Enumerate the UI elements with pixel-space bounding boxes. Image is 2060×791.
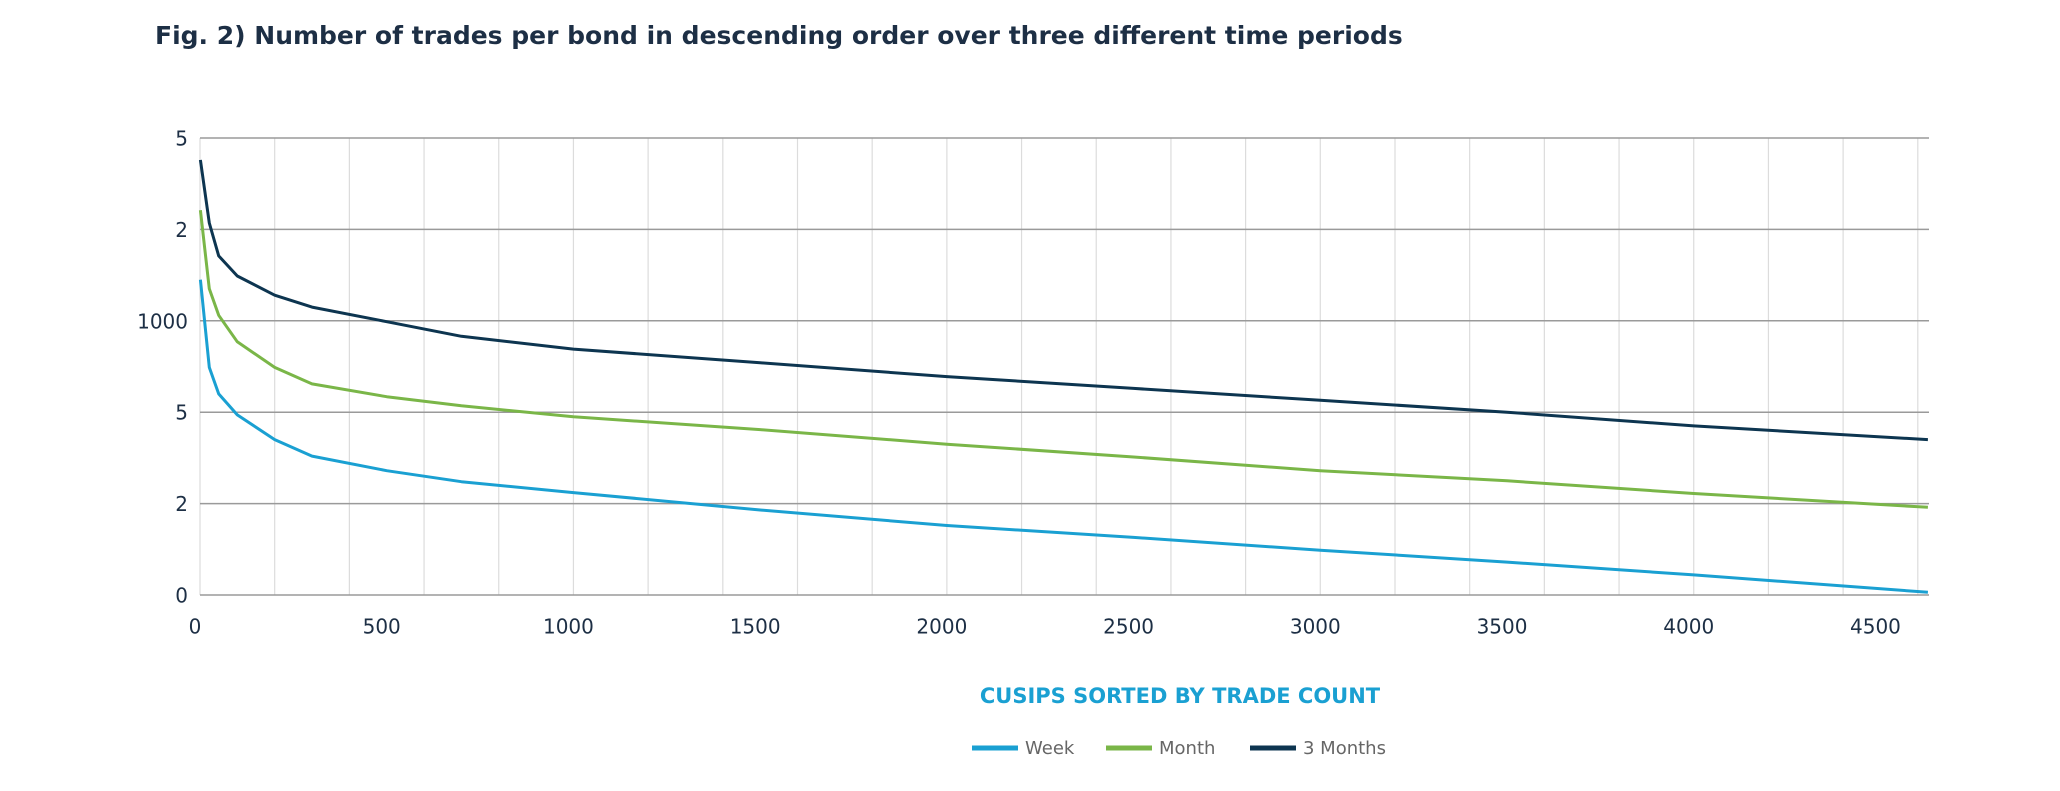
x-tick-label: 1000	[543, 615, 594, 639]
x-tick-label: 4000	[1663, 615, 1714, 639]
series-line	[198, 159, 1928, 442]
x-tick-label: 3000	[1290, 615, 1341, 639]
series-line	[198, 210, 1928, 509]
y-tick-label: 2	[175, 218, 188, 242]
y-tick-label: 5	[175, 127, 188, 151]
x-tick-label: 0	[189, 615, 202, 639]
legend-label: Week	[1025, 738, 1075, 759]
x-tick-label: 2000	[916, 615, 967, 639]
legend-label: 3 Months	[1303, 738, 1386, 759]
x-tick-label: 500	[363, 615, 401, 639]
x-tick-label: 3500	[1477, 615, 1528, 639]
chart-title: Fig. 2) Number of trades per bond in des…	[155, 21, 1403, 50]
x-tick-label: 2500	[1103, 615, 1154, 639]
x-tick-label: 1500	[730, 615, 781, 639]
y-tick-label: 2	[175, 492, 188, 516]
x-tick-label: 4500	[1850, 615, 1901, 639]
y-tick-label: 1000	[137, 309, 188, 333]
series-line	[198, 279, 1929, 594]
y-tick-label: 5	[175, 401, 188, 425]
x-axis-title: CUSIPS SORTED BY TRADE COUNT	[980, 684, 1381, 708]
legend-label: Month	[1159, 738, 1215, 759]
y-tick-label: 0	[175, 584, 188, 608]
